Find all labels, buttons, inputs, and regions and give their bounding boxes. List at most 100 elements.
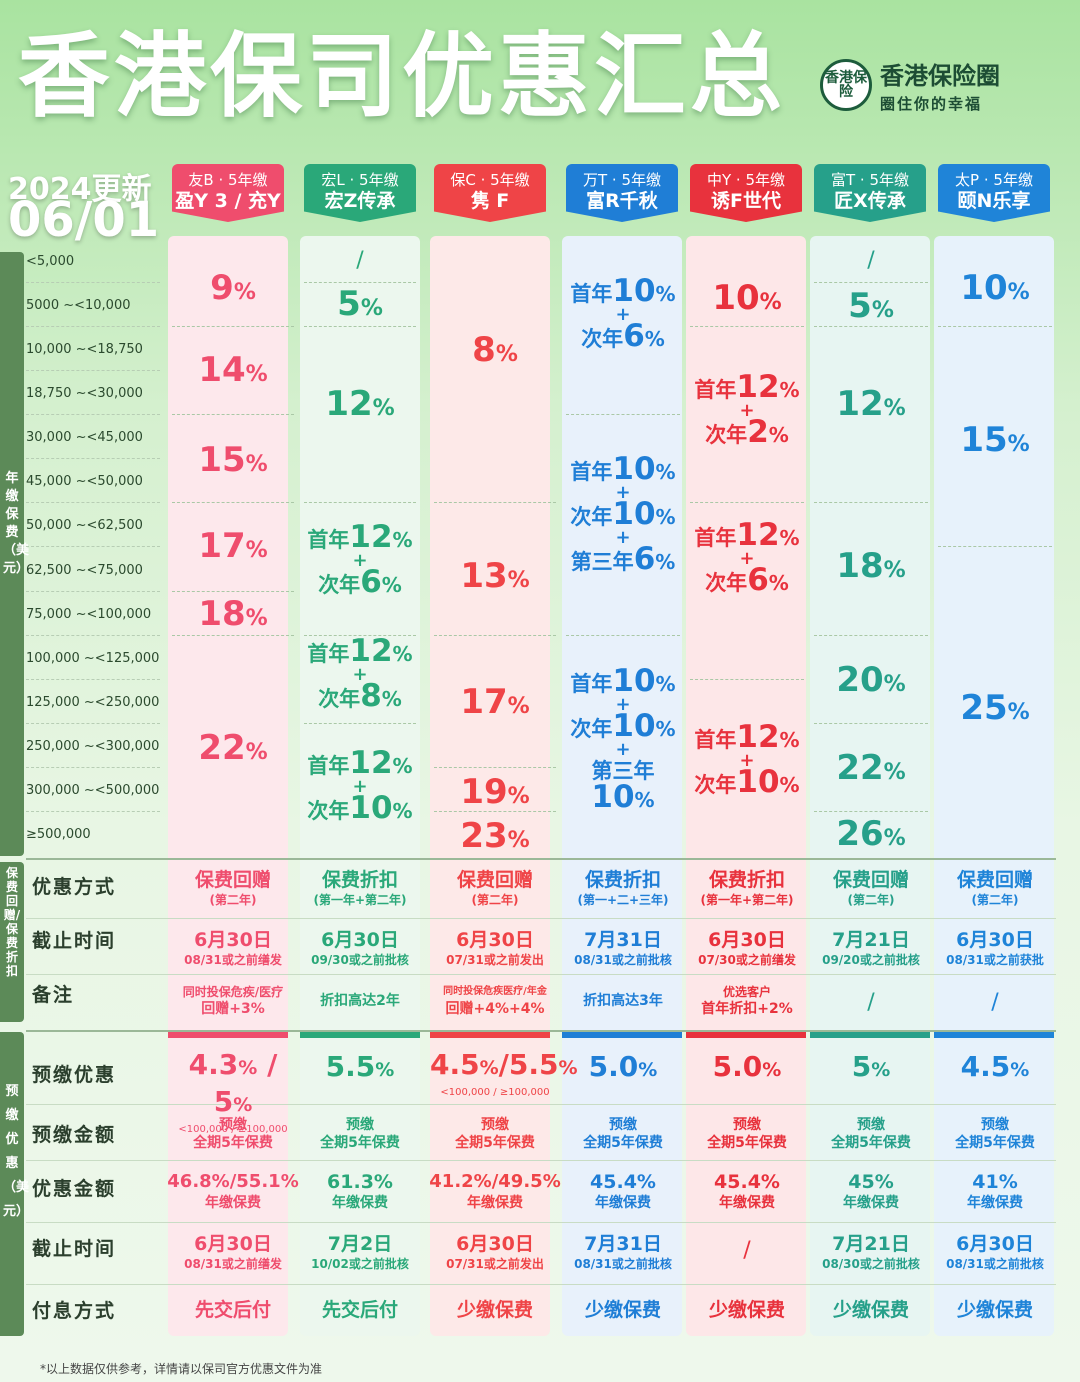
divider bbox=[304, 502, 416, 503]
method-cell: 保费折扣 (第一年+第二年) bbox=[313, 869, 407, 907]
band-label: 50,000 ~<62,500 bbox=[26, 518, 143, 533]
prepay-amount-cell: 预缴 全期5年保费 bbox=[831, 1117, 911, 1151]
rate-c6: 20% bbox=[836, 660, 906, 700]
deadline2-cell: 7月31日 08/31或之前批核 bbox=[574, 1233, 672, 1271]
divider bbox=[814, 811, 928, 812]
band-label: 62,500 ~<75,000 bbox=[26, 563, 143, 578]
color-strip bbox=[686, 1032, 806, 1038]
rate-c3: 17% bbox=[460, 682, 530, 722]
method-cell: 保费回赠 (第二年) bbox=[956, 869, 1033, 907]
rate-c3: 19% bbox=[460, 772, 530, 812]
method-cell: 保费折扣 (第一年+第二年) bbox=[700, 869, 794, 907]
prepay-cell: 4.5% bbox=[960, 1050, 1030, 1083]
deadline-cell: 6月30日 07/31或之前发出 bbox=[446, 929, 544, 967]
payment-cell: 先交后付 bbox=[194, 1299, 271, 1321]
rate-c6: 5% bbox=[848, 286, 894, 326]
rate-c1: 18% bbox=[198, 594, 268, 634]
discount-amount-cell: 45% 年缴保费 bbox=[843, 1171, 899, 1211]
band-label: 75,000 ~<100,000 bbox=[26, 607, 152, 622]
product-header-6: 富T · 5年缴 匠X传承 bbox=[814, 164, 926, 222]
discount-amount-cell: 41.2%/49.5% 年缴保费 bbox=[429, 1171, 561, 1211]
row-label-payment: 付息方式 bbox=[32, 1300, 117, 1322]
row-label-prepay: 预缴优惠 bbox=[32, 1064, 117, 1086]
divider bbox=[26, 458, 160, 459]
rate-c7: 15% bbox=[960, 420, 1030, 460]
payment-cell: 少缴保费 bbox=[584, 1299, 661, 1321]
rate-c6: / bbox=[867, 248, 875, 273]
discount-amount-cell: 46.8%/55.1% 年缴保费 bbox=[167, 1171, 299, 1211]
divider bbox=[304, 326, 416, 327]
divider bbox=[690, 679, 804, 680]
rate-c2: 12% bbox=[325, 384, 395, 424]
product-header-1: 友B · 5年缴 盈Y 3 / 充Y bbox=[172, 164, 284, 222]
rate-c1: 22% bbox=[198, 728, 268, 768]
rate-c1: 15% bbox=[198, 440, 268, 480]
side-bar-premium bbox=[0, 252, 24, 856]
divider bbox=[814, 635, 928, 636]
divider bbox=[172, 635, 294, 636]
brand-name: 香港保险圈 bbox=[880, 62, 1000, 90]
side-title-premium: 年缴保费（美元） bbox=[3, 471, 30, 576]
method-cell: 保费回赠 (第二年) bbox=[832, 869, 909, 907]
divider bbox=[434, 635, 556, 636]
column-bg-3 bbox=[430, 236, 550, 1336]
band-label: ≥500,000 bbox=[26, 827, 91, 842]
rate-c4-combo: 首年10% + 次年6% bbox=[570, 273, 676, 354]
section-divider bbox=[26, 1030, 1056, 1032]
discount-amount-cell: 41% 年缴保费 bbox=[967, 1171, 1023, 1211]
row-label-deadline: 截止时间 bbox=[32, 930, 117, 952]
rate-c4-combo: 首年10% + 次年10% + 第三年6% bbox=[570, 451, 676, 577]
band-label: 30,000 ~<45,000 bbox=[26, 430, 143, 445]
row-label-remark: 备注 bbox=[32, 984, 75, 1006]
divider bbox=[26, 502, 160, 503]
divider bbox=[566, 635, 680, 636]
divider bbox=[26, 767, 160, 768]
divider bbox=[814, 326, 928, 327]
deadline-cell: 7月31日 08/31或之前批核 bbox=[574, 929, 672, 967]
product-header-7: 太P · 5年缴 颐N乐享 bbox=[938, 164, 1050, 222]
divider bbox=[304, 635, 416, 636]
deadline2-cell: / bbox=[743, 1238, 751, 1263]
prepay-amount-cell: 预缴 全期5年保费 bbox=[455, 1117, 535, 1151]
band-label: <5,000 bbox=[26, 254, 75, 269]
product-header-3: 保C · 5年缴隽 F bbox=[434, 164, 546, 222]
band-label: 125,000 ~<250,000 bbox=[26, 695, 160, 710]
remark-cell: 同时投保危疾/医疗 回赠+3% bbox=[182, 985, 284, 1017]
row-divider bbox=[26, 1284, 1056, 1285]
divider bbox=[26, 591, 160, 592]
product-header-2: 宏L · 5年缴 宏Z传承 bbox=[304, 164, 416, 222]
divider bbox=[26, 370, 160, 371]
deadline-cell: 6月30日 08/31或之前获批 bbox=[946, 929, 1044, 967]
column-bg-6 bbox=[810, 236, 930, 1336]
deadline-cell: 6月30日 09/30或之前批核 bbox=[311, 929, 409, 967]
discount-amount-cell: 61.3% 年缴保费 bbox=[327, 1171, 393, 1211]
divider bbox=[26, 635, 160, 636]
divider bbox=[814, 502, 928, 503]
rate-c7: 10% bbox=[960, 268, 1030, 308]
prepay-cell: 5% bbox=[851, 1050, 891, 1083]
row-divider bbox=[26, 1160, 1056, 1161]
brand: 香港保险 香港保险圈 圈住你的幸福 bbox=[820, 56, 1000, 114]
prepay-cell: 4.5%/5.5% <100,000 / ≥100,000 bbox=[430, 1048, 578, 1098]
prepay-amount-cell: 预缴 全期5年保费 bbox=[583, 1117, 663, 1151]
rate-c3: 8% bbox=[472, 330, 518, 370]
divider bbox=[434, 502, 556, 503]
deadline2-cell: 6月30日 08/31或之前缮发 bbox=[184, 1233, 282, 1271]
prepay-amount-cell: 预缴 全期5年保费 bbox=[707, 1117, 787, 1151]
color-strip bbox=[300, 1032, 420, 1038]
footnote: *以上数据仅供参考，详情请以保司官方优惠文件为准 bbox=[40, 1362, 323, 1376]
divider bbox=[26, 679, 160, 680]
divider bbox=[690, 326, 804, 327]
band-label: 18,750 ~<30,000 bbox=[26, 386, 143, 401]
rate-c1: 17% bbox=[198, 526, 268, 566]
divider bbox=[26, 282, 160, 283]
divider bbox=[566, 414, 680, 415]
remark-cell: / bbox=[867, 990, 875, 1015]
color-strip bbox=[562, 1032, 682, 1038]
row-label-deadline2: 截止时间 bbox=[32, 1238, 117, 1260]
rate-c2-combo: 首年12% + 次年10% bbox=[307, 745, 413, 826]
rate-c6: 22% bbox=[836, 748, 906, 788]
method-cell: 保费回赠 (第二年) bbox=[456, 869, 533, 907]
section-divider bbox=[26, 858, 1056, 860]
prepay-cell: 5.0% bbox=[588, 1050, 658, 1083]
